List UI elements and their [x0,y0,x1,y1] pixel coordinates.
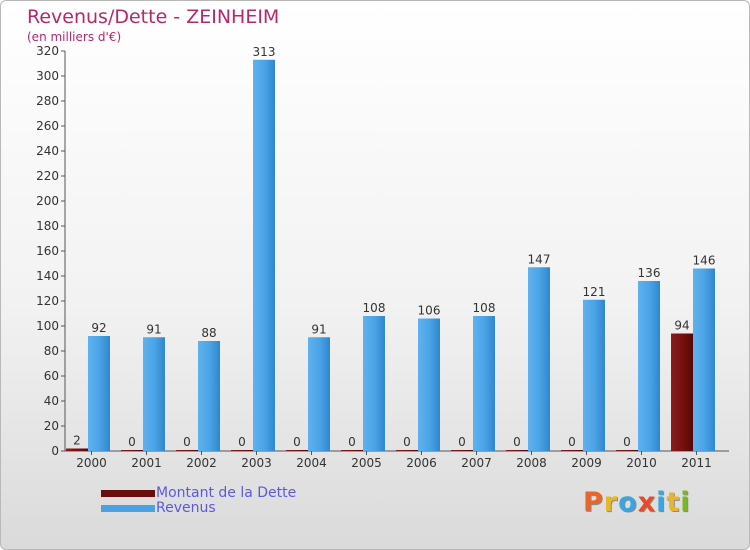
y-tick-label: 60 [44,369,59,383]
bar-revenus-2011 [693,268,715,451]
bar-revenus-2008 [528,267,550,451]
y-tick-label: 300 [36,69,59,83]
x-tick-label: 2006 [406,456,437,470]
data-label-dette-2010: 0 [623,435,631,449]
x-tick-label: 2007 [461,456,492,470]
y-tick-label: 240 [36,144,59,158]
data-label-revenus-2010: 136 [638,266,661,280]
bar-dette-2008 [506,450,528,451]
proxiti-logo: Proxiti [583,487,691,518]
data-label-revenus-2004: 91 [311,322,326,336]
bar-dette-2000 [66,448,88,451]
x-tick-label: 2002 [186,456,217,470]
data-label-revenus-2009: 121 [583,285,606,299]
x-tick-label: 2005 [351,456,382,470]
bar-revenus-2010 [638,281,660,451]
data-label-dette-2009: 0 [568,435,576,449]
legend-swatch-dette [101,490,155,497]
data-label-revenus-2007: 108 [473,301,496,315]
bar-dette-2003 [231,450,253,451]
y-tick-label: 20 [44,419,59,433]
bar-revenus-2007 [473,316,495,451]
bar-dette-2009 [561,450,583,451]
chart-title: Revenus/Dette - ZEINHEIM [27,6,280,28]
data-label-revenus-2011: 146 [693,254,716,268]
bar-revenus-2003 [253,59,275,451]
legend-swatch-revenus [101,505,155,512]
y-tick-label: 180 [36,219,59,233]
bar-revenus-2002 [198,341,220,451]
bar-revenus-2005 [363,316,385,451]
y-tick-label: 320 [36,44,59,58]
y-tick-label: 200 [36,194,59,208]
y-tick-label: 100 [36,319,59,333]
y-tick-label: 120 [36,294,59,308]
bar-dette-2005 [341,450,363,451]
data-label-revenus-2005: 108 [363,301,386,315]
bar-dette-2011 [671,333,693,451]
data-label-dette-2002: 0 [183,435,191,449]
y-tick-label: 280 [36,94,59,108]
y-tick-label: 220 [36,169,59,183]
x-tick-label: 2003 [241,456,272,470]
x-tick-label: 2001 [131,456,162,470]
y-tick-label: 160 [36,244,59,258]
data-label-dette-2001: 0 [128,435,136,449]
data-label-revenus-2000: 92 [91,321,106,335]
legend-label-dette: Montant de la Dette [156,485,297,501]
bar-revenus-2006 [418,318,440,451]
y-tick-label: 260 [36,119,59,133]
y-tick-label: 40 [44,394,59,408]
data-label-revenus-2001: 91 [146,322,161,336]
bar-revenus-2009 [583,299,605,451]
y-tick-label: 80 [44,344,59,358]
chart-subtitle: (en milliers d'€) [27,30,122,44]
x-tick-label: 2004 [296,456,327,470]
x-tick-label: 2008 [516,456,547,470]
bar-dette-2010 [616,450,638,451]
x-tick-label: 2011 [681,456,712,470]
bar-dette-2006 [396,450,418,451]
bar-revenus-2001 [143,337,165,451]
data-label-dette-2005: 0 [348,435,356,449]
data-label-dette-2003: 0 [238,435,246,449]
data-label-revenus-2008: 147 [528,252,551,266]
legend-label-revenus: Revenus [156,500,216,516]
data-label-dette-2007: 0 [458,435,466,449]
bar-revenus-2004 [308,337,330,451]
data-label-revenus-2003: 313 [253,45,276,59]
data-label-revenus-2006: 106 [418,304,441,318]
data-label-dette-2011: 94 [674,319,689,333]
bar-dette-2001 [121,450,143,451]
data-label-dette-2008: 0 [513,435,521,449]
y-tick-label: 140 [36,269,59,283]
data-label-revenus-2002: 88 [201,326,216,340]
x-tick-label: 2000 [76,456,107,470]
bar-dette-2007 [451,450,473,451]
data-label-dette-2000: 2 [73,434,81,448]
bar-revenus-2000 [88,336,110,451]
bar-dette-2002 [176,450,198,451]
data-label-dette-2004: 0 [293,435,301,449]
data-label-dette-2006: 0 [403,435,411,449]
y-tick-label: 0 [51,444,59,458]
x-tick-label: 2010 [626,456,657,470]
bar-dette-2004 [286,450,308,451]
x-tick-label: 2009 [571,456,602,470]
